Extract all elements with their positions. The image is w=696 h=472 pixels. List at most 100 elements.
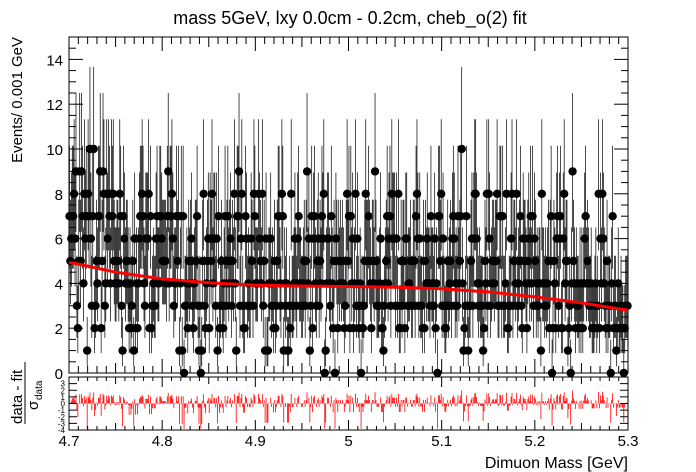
data-point [140,301,150,310]
data-point [125,279,135,288]
data-point [258,189,267,198]
data-point [72,301,82,310]
x-tick-label: 4.9 [245,433,266,450]
main-y-ticks: 0 2 4 6 8 10 12 14 [46,36,628,383]
chart-title: mass 5GeV, lxy 0.0cm - 0.2cm, cheb_o(2) … [173,8,526,29]
data-point [385,212,395,221]
data-point [559,189,569,198]
main-y-tick-label: 0 [55,366,63,383]
data-point [259,256,269,266]
svg-text:data: data [34,380,45,400]
data-point [417,301,426,310]
data-point [91,301,100,310]
data-point [226,234,235,243]
data-point [147,324,156,333]
data-point [517,301,526,310]
data-point [568,167,577,176]
data-point [387,189,397,198]
data-point [523,256,533,266]
data-point [277,189,287,198]
main-y-tick-label: 4 [55,276,63,293]
data-point [266,234,275,243]
data-point [86,234,96,243]
data-point [394,189,403,198]
data-point [478,346,488,355]
data-point [237,189,247,198]
data-point [330,368,340,378]
data-point [187,234,196,243]
data-point [522,324,532,333]
data-point [466,256,476,266]
data-point [409,256,419,266]
data-point [531,256,540,266]
data-point [197,346,206,355]
data-point [315,256,325,266]
data-point [370,167,380,176]
data-point [79,279,88,288]
data-points [65,144,632,378]
data-point [566,368,575,378]
ratio-y-tick-label: 0 [61,400,66,409]
data-point [156,212,165,221]
data-point [480,256,490,266]
data-point [581,212,590,221]
x-tick-label: 4.8 [152,433,173,450]
data-point [189,324,198,333]
data-point [144,189,153,198]
data-point [475,279,484,288]
main-plot-area: 0 2 4 6 8 10 12 14 [46,36,632,383]
data-point [82,346,92,355]
data-point [250,212,260,221]
ratio-y-tick-label: -2 [58,413,66,422]
data-point [543,279,552,288]
data-point [472,234,481,243]
data-point [346,212,356,221]
data-point [326,301,335,310]
data-point [547,368,557,378]
data-point [95,212,104,221]
data-point [583,256,592,266]
data-point [212,234,221,243]
data-point [563,346,573,355]
data-point [392,234,401,243]
data-point [308,324,317,333]
data-point [305,346,315,355]
data-point [240,324,249,333]
data-point [423,234,432,243]
data-point [167,189,177,198]
x-tick-label: 5.1 [431,433,452,450]
data-point [199,189,208,198]
main-y-tick-label: 8 [55,187,63,204]
data-point [118,346,127,355]
data-point [554,301,563,310]
data-point [317,212,327,221]
data-point [324,234,333,243]
data-point [310,212,319,221]
data-point [457,144,466,154]
data-point [117,301,126,310]
data-point [485,234,494,243]
data-point [98,167,108,176]
data-point [129,346,138,355]
data-point [549,256,559,266]
data-point [558,324,567,333]
data-point [343,256,353,266]
data-point [437,189,446,198]
data-point [154,279,164,288]
data-point [286,324,295,333]
data-point [432,279,441,288]
data-point [293,234,302,243]
data-point [530,234,539,243]
data-point [484,189,493,198]
data-point [179,368,189,378]
data-point [255,234,264,243]
x-tick-label: 4.7 [59,433,80,450]
data-point [433,368,442,378]
data-point [206,256,216,266]
data-point [430,234,439,243]
ratio-y-tick-label: -3 [58,419,66,428]
ratio-y-tick-label: 3 [61,380,66,389]
data-point [546,212,556,221]
data-point [405,279,414,288]
